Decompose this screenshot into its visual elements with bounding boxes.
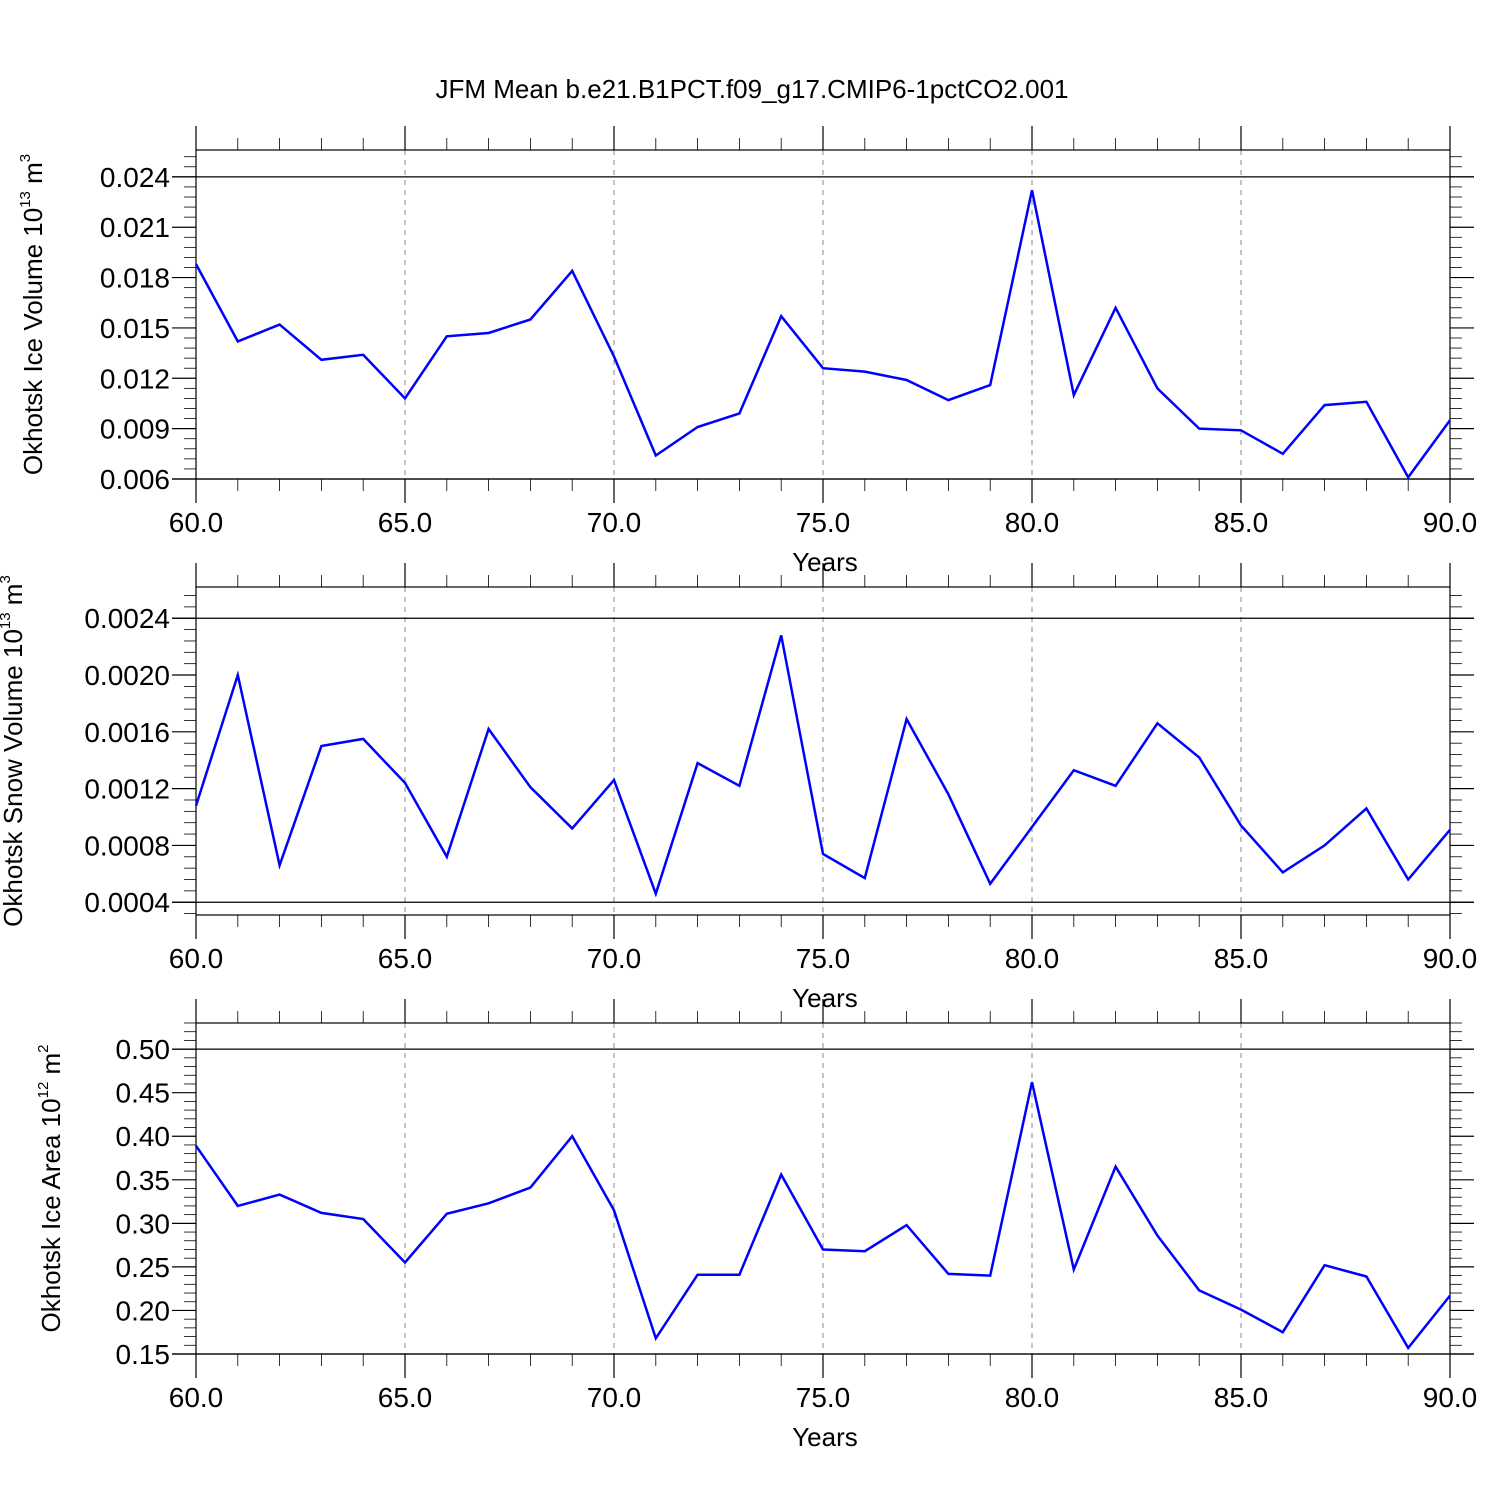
y-label-unit: m xyxy=(18,162,48,191)
y-tick-label: 0.012 xyxy=(100,363,170,394)
y-axis-label: Okhotsk Ice Volume 1013 m3 xyxy=(17,154,48,475)
x-tick-label: 80.0 xyxy=(1005,507,1060,538)
x-tick-label: 75.0 xyxy=(796,943,851,974)
y-label-unit: m xyxy=(0,584,28,613)
x-axis-label: Years xyxy=(792,1422,858,1452)
y-label-unit-exponent: 2 xyxy=(35,1044,52,1052)
y-tick-label: 0.25 xyxy=(116,1252,171,1283)
y-label-unit-exponent: 3 xyxy=(0,575,14,583)
y-label-exponent: 13 xyxy=(17,191,34,208)
y-tick-label: 0.30 xyxy=(116,1208,171,1239)
x-tick-label: 85.0 xyxy=(1214,507,1269,538)
series-line xyxy=(194,190,1452,480)
y-label-unit-exponent: 3 xyxy=(17,154,34,162)
y-tick-label: 0.006 xyxy=(100,464,170,495)
panels-group: 60.0 65.0 70.0 75.0 80.0 85.0 90.0 0.006 0.009 0.… xyxy=(0,126,1477,1452)
y-tick-label: 0.0012 xyxy=(84,774,170,805)
figure-title: JFM Mean b.e21.B1PCT.f09_g17.CMIP6-1pctC… xyxy=(436,74,1069,104)
y-label-unit: m xyxy=(36,1053,66,1082)
x-tick-label: 90.0 xyxy=(1423,943,1478,974)
x-tick-label: 75.0 xyxy=(796,507,851,538)
panel-2: 60.0 65.0 70.0 75.0 80.0 85.0 90.0 0.0004 0.0008… xyxy=(0,563,1477,1013)
y-label-exponent: 13 xyxy=(0,612,14,629)
y-tick-label: 0.024 xyxy=(100,162,170,193)
y-axis-label: Okhotsk Ice Area 1012 m2 xyxy=(35,1044,66,1332)
y-tick-label: 0.0016 xyxy=(84,717,170,748)
series-line xyxy=(194,1081,1451,1351)
x-tick-label: 75.0 xyxy=(796,1382,851,1413)
x-tick-label: 90.0 xyxy=(1423,1382,1478,1413)
y-tick-label: 0.021 xyxy=(100,212,170,243)
x-tick-label: 80.0 xyxy=(1005,1382,1060,1413)
x-tick-label: 60.0 xyxy=(169,1382,224,1413)
x-axis-label: Years xyxy=(792,547,858,577)
x-tick-label: 70.0 xyxy=(587,507,642,538)
x-tick-label: 70.0 xyxy=(587,943,642,974)
y-label-text: Okhotsk Ice Volume 10 xyxy=(18,208,48,475)
y-tick-label: 0.15 xyxy=(116,1339,171,1370)
y-label-text: Okhotsk Snow Volume 10 xyxy=(0,629,28,927)
x-tick-label: 70.0 xyxy=(587,1382,642,1413)
y-label-exponent: 12 xyxy=(35,1082,52,1099)
y-tick-label: 0.45 xyxy=(116,1078,171,1109)
y-tick-label: 0.015 xyxy=(100,313,170,344)
x-tick-label: 90.0 xyxy=(1423,507,1478,538)
y-tick-label: 0.0020 xyxy=(84,660,170,691)
y-label-text: Okhotsk Ice Area 10 xyxy=(36,1098,66,1332)
series-line xyxy=(194,634,1451,898)
x-tick-label: 80.0 xyxy=(1005,943,1060,974)
y-tick-label: 0.20 xyxy=(116,1295,171,1326)
panel-3: 60.0 65.0 70.0 75.0 80.0 85.0 90.0 0.15 0.20 0.25… xyxy=(35,999,1477,1452)
y-tick-label: 0.009 xyxy=(100,414,170,445)
x-tick-label: 65.0 xyxy=(378,507,433,538)
panel-1: 60.0 65.0 70.0 75.0 80.0 85.0 90.0 0.006 0.009 0.… xyxy=(17,126,1477,577)
y-tick-label: 0.0004 xyxy=(84,887,170,918)
x-tick-label: 65.0 xyxy=(378,943,433,974)
x-tick-label: 60.0 xyxy=(169,507,224,538)
x-tick-label: 65.0 xyxy=(378,1382,433,1413)
y-tick-label: 0.0008 xyxy=(84,830,170,861)
y-tick-label: 0.018 xyxy=(100,263,170,294)
y-tick-label: 0.0024 xyxy=(84,603,170,634)
x-tick-label: 85.0 xyxy=(1214,943,1269,974)
x-axis-label: Years xyxy=(792,983,858,1013)
x-tick-label: 60.0 xyxy=(169,943,224,974)
y-axis-label: Okhotsk Snow Volume 1013 m3 xyxy=(0,575,28,927)
y-tick-label: 0.35 xyxy=(116,1165,171,1196)
y-tick-label: 0.40 xyxy=(116,1121,171,1152)
y-tick-label: 0.50 xyxy=(116,1034,171,1065)
x-tick-label: 85.0 xyxy=(1214,1382,1269,1413)
